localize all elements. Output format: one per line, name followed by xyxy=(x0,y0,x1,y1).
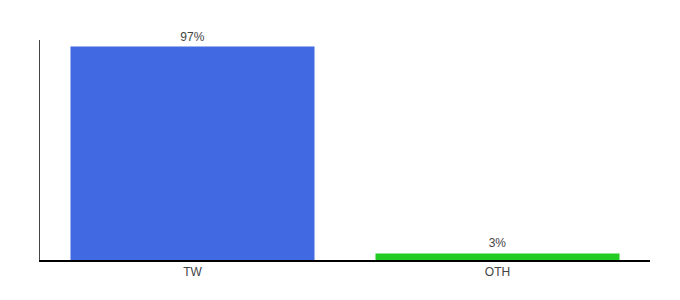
svg-text:97%: 97% xyxy=(180,30,204,44)
svg-text:TW: TW xyxy=(183,265,202,279)
svg-text:3%: 3% xyxy=(489,236,507,250)
svg-text:OTH: OTH xyxy=(485,265,510,279)
